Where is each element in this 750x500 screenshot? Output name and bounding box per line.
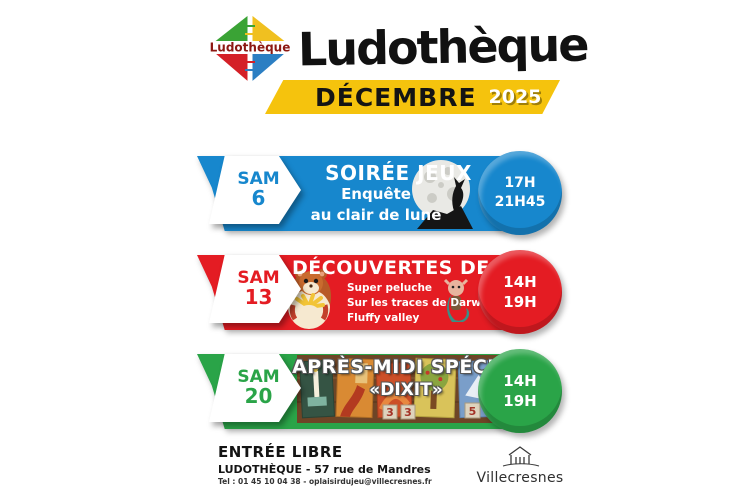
event-row-sam-13: DÉCOUVERTES DE JEUX Super peluche Sur le… bbox=[197, 250, 565, 337]
time-bubble: 14H 19H bbox=[478, 349, 562, 433]
city-name: Villecresnes bbox=[476, 470, 564, 486]
address-line: LUDOTHÈQUE - 57 rue de Mandres bbox=[218, 463, 431, 476]
hamster-plush-icon bbox=[277, 265, 341, 335]
time-end: 19H bbox=[503, 293, 537, 311]
house-icon bbox=[502, 446, 540, 467]
date-badge: SAM 13 bbox=[209, 255, 301, 323]
ludotheque-logo-icon: Ludothèque bbox=[205, 13, 295, 85]
day-label: SAM bbox=[237, 168, 280, 189]
time-end: 19H bbox=[503, 392, 537, 410]
event-row-sam-20: 3 3 5 APRÈS-MIDI SPÉCIAL «DIXIT» SAM 20 … bbox=[197, 349, 565, 436]
date-badge: SAM 6 bbox=[209, 156, 301, 224]
event-title: SOIRÉE JEUX bbox=[325, 161, 472, 185]
day-number: 6 bbox=[251, 186, 266, 211]
event-subtitle-line: Enquête bbox=[341, 185, 411, 203]
day-number: 20 bbox=[244, 384, 273, 409]
moon-wolf-icon bbox=[407, 156, 479, 233]
city-logo: Villecresnes bbox=[472, 444, 568, 486]
game-name: Sur les traces de Darwin bbox=[347, 297, 493, 309]
day-number: 13 bbox=[244, 285, 273, 310]
event-subtitle-line: «DIXIT» bbox=[369, 380, 443, 400]
date-badge: SAM 20 bbox=[209, 354, 301, 422]
year-label: 2025 bbox=[488, 86, 542, 108]
time-end: 21H45 bbox=[494, 194, 546, 210]
game-name: Super peluche bbox=[347, 282, 433, 294]
card-number: 3 bbox=[386, 406, 394, 419]
card-number: 5 bbox=[469, 405, 477, 418]
game-name: Fluffy valley bbox=[347, 312, 420, 324]
page-title: Ludothèque bbox=[297, 17, 588, 77]
month-label: DÉCEMBRE bbox=[315, 82, 477, 112]
day-label: SAM bbox=[237, 366, 280, 387]
time-start: 17H bbox=[504, 175, 536, 192]
time-start: 14H bbox=[503, 272, 537, 291]
card-number: 3 bbox=[404, 406, 412, 419]
dixit-cards-photo: 3 3 5 bbox=[297, 355, 501, 427]
contact-line: Tel : 01 45 10 04 38 - oplaisirdujeu@vil… bbox=[218, 477, 432, 486]
time-bubble: 14H 19H bbox=[478, 250, 562, 334]
darwin-creature-icon bbox=[443, 278, 473, 328]
month-banner: DÉCEMBRE 2025 bbox=[265, 80, 560, 114]
logo-text: Ludothèque bbox=[210, 41, 291, 55]
event-subtitle-line: au clair de lune bbox=[310, 206, 442, 224]
event-title: APRÈS-MIDI SPÉCIAL bbox=[292, 356, 523, 378]
event-row-sam-6: SOIRÉE JEUX Enquête au clair de lune SAM… bbox=[197, 151, 565, 238]
time-bubble: 17H 21H45 bbox=[478, 151, 562, 235]
entry-free-label: ENTRÉE LIBRE bbox=[218, 443, 343, 461]
time-start: 14H bbox=[503, 371, 537, 390]
day-label: SAM bbox=[237, 267, 280, 288]
